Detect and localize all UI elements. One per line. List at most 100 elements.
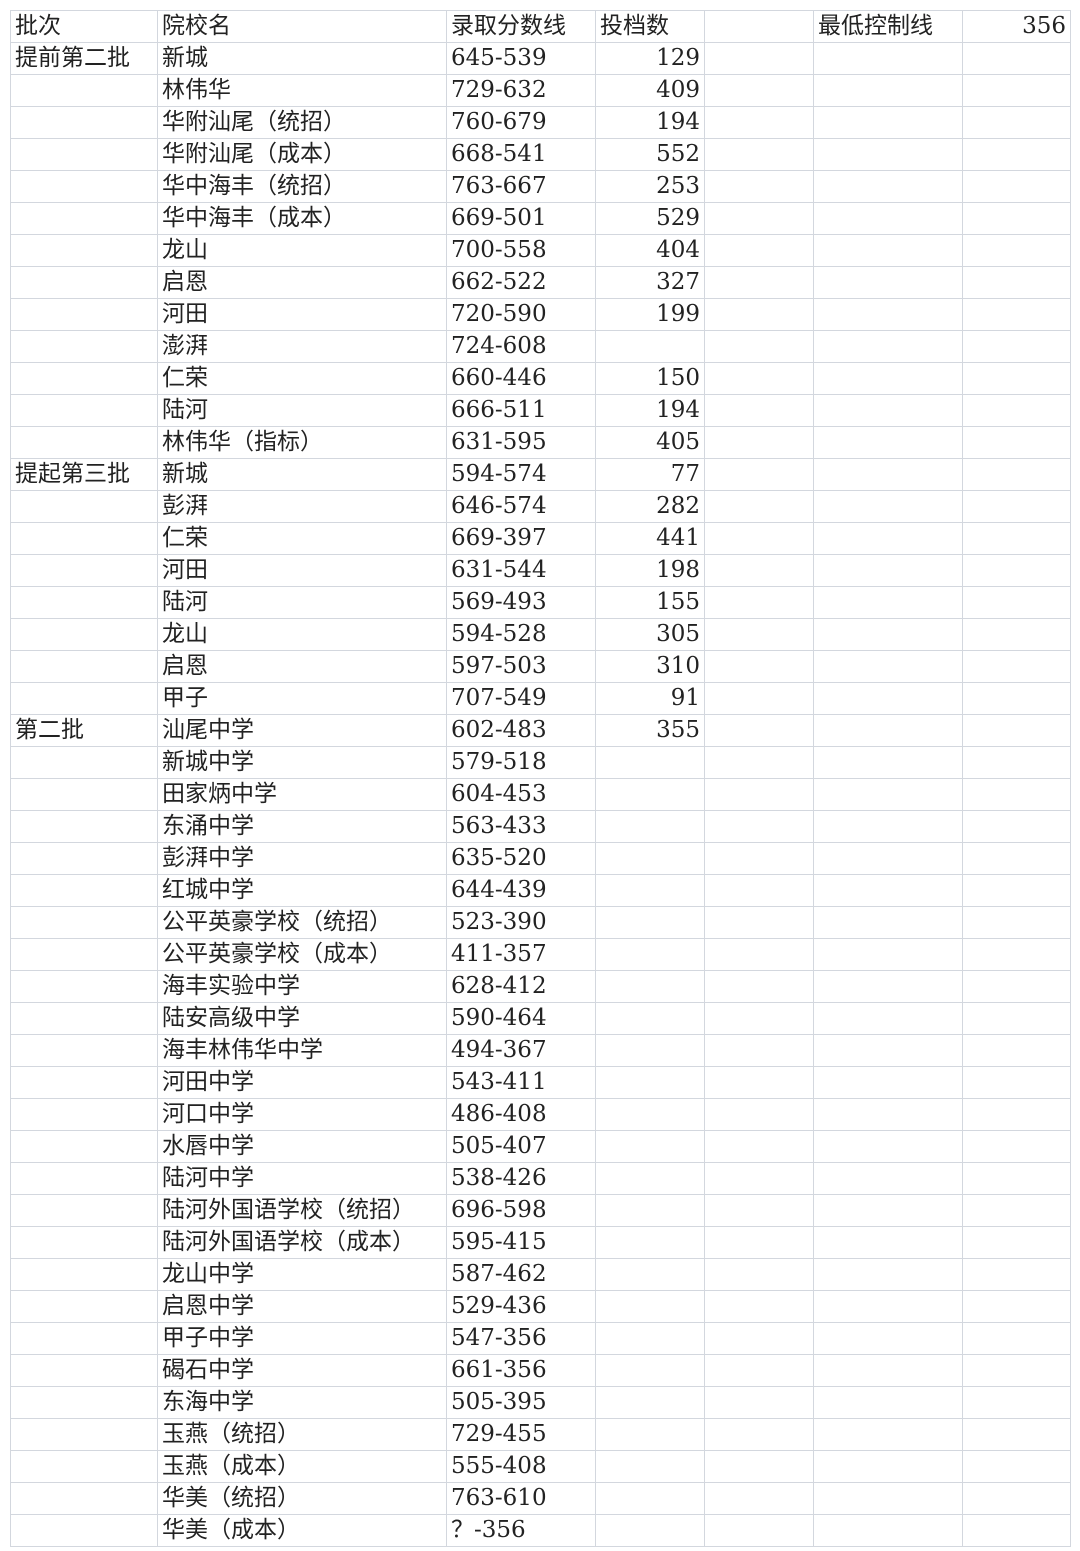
empty-cell[interactable] <box>962 842 1071 875</box>
batch-cell[interactable] <box>10 202 158 235</box>
school-cell[interactable]: 玉燕（统招） <box>157 1418 447 1451</box>
batch-cell[interactable] <box>10 170 158 203</box>
empty-cell[interactable] <box>813 1354 963 1387</box>
empty-cell[interactable] <box>813 842 963 875</box>
empty-cell[interactable] <box>962 106 1071 139</box>
score-cell[interactable]: 494-367 <box>446 1034 596 1067</box>
empty-cell[interactable] <box>813 586 963 619</box>
batch-cell[interactable] <box>10 746 158 779</box>
header-school[interactable]: 院校名 <box>157 10 447 43</box>
school-cell[interactable]: 彭湃中学 <box>157 842 447 875</box>
empty-cell[interactable] <box>813 874 963 907</box>
empty-cell[interactable] <box>704 170 814 203</box>
count-cell[interactable]: 91 <box>595 682 705 715</box>
empty-cell[interactable] <box>704 1514 814 1547</box>
batch-cell[interactable] <box>10 842 158 875</box>
school-cell[interactable]: 红城中学 <box>157 874 447 907</box>
empty-cell[interactable] <box>704 298 814 331</box>
empty-cell[interactable] <box>813 1034 963 1067</box>
empty-cell[interactable] <box>813 1514 963 1547</box>
school-cell[interactable]: 华美（统招） <box>157 1482 447 1515</box>
empty-cell[interactable] <box>704 650 814 683</box>
score-cell[interactable]: 486-408 <box>446 1098 596 1131</box>
empty-cell[interactable] <box>813 74 963 107</box>
empty-cell[interactable] <box>813 1386 963 1419</box>
batch-cell[interactable] <box>10 106 158 139</box>
empty-cell[interactable] <box>962 554 1071 587</box>
empty-cell[interactable] <box>962 1450 1071 1483</box>
empty-cell[interactable] <box>813 906 963 939</box>
school-cell[interactable]: 陆河 <box>157 394 447 427</box>
empty-cell[interactable] <box>704 1290 814 1323</box>
batch-cell[interactable] <box>10 554 158 587</box>
empty-cell[interactable] <box>813 1290 963 1323</box>
batch-cell[interactable] <box>10 1354 158 1387</box>
empty-cell[interactable] <box>962 42 1071 75</box>
empty-cell[interactable] <box>962 778 1071 811</box>
score-cell[interactable]: 597-503 <box>446 650 596 683</box>
school-cell[interactable]: 仁荣 <box>157 362 447 395</box>
score-cell[interactable]: 579-518 <box>446 746 596 779</box>
empty-cell[interactable] <box>962 522 1071 555</box>
score-cell[interactable]: 696-598 <box>446 1194 596 1227</box>
score-cell[interactable]: 523-390 <box>446 906 596 939</box>
school-cell[interactable]: 玉燕（成本） <box>157 1450 447 1483</box>
empty-cell[interactable] <box>813 1322 963 1355</box>
school-cell[interactable]: 澎湃 <box>157 330 447 363</box>
empty-cell[interactable] <box>813 298 963 331</box>
empty-cell[interactable] <box>962 1162 1071 1195</box>
score-cell[interactable]: 631-544 <box>446 554 596 587</box>
empty-cell[interactable] <box>704 1194 814 1227</box>
batch-cell[interactable] <box>10 1226 158 1259</box>
school-cell[interactable]: 林伟华 <box>157 74 447 107</box>
batch-cell[interactable] <box>10 874 158 907</box>
batch-cell[interactable] <box>10 362 158 395</box>
batch-cell[interactable] <box>10 1322 158 1355</box>
score-cell[interactable]: 720-590 <box>446 298 596 331</box>
empty-cell[interactable] <box>704 202 814 235</box>
empty-cell[interactable] <box>813 1098 963 1131</box>
school-cell[interactable]: 华中海丰（成本） <box>157 202 447 235</box>
empty-cell[interactable] <box>813 1162 963 1195</box>
score-cell[interactable]: 563-433 <box>446 810 596 843</box>
empty-cell[interactable] <box>704 1034 814 1067</box>
empty-cell[interactable] <box>704 906 814 939</box>
empty-cell[interactable] <box>813 42 963 75</box>
empty-cell[interactable] <box>962 746 1071 779</box>
empty-cell[interactable] <box>704 586 814 619</box>
batch-cell[interactable] <box>10 1482 158 1515</box>
empty-cell[interactable] <box>962 170 1071 203</box>
empty-cell[interactable] <box>813 810 963 843</box>
empty-cell[interactable] <box>813 394 963 427</box>
batch-cell[interactable] <box>10 1450 158 1483</box>
header-batch[interactable]: 批次 <box>10 10 158 43</box>
empty-cell[interactable] <box>704 778 814 811</box>
school-cell[interactable]: 陆安高级中学 <box>157 1002 447 1035</box>
empty-cell[interactable] <box>962 330 1071 363</box>
empty-cell[interactable] <box>704 1130 814 1163</box>
empty-cell[interactable] <box>962 1066 1071 1099</box>
count-cell[interactable] <box>595 1354 705 1387</box>
batch-cell[interactable] <box>10 1514 158 1547</box>
count-cell[interactable] <box>595 842 705 875</box>
empty-cell[interactable] <box>813 1258 963 1291</box>
header-score[interactable]: 录取分数线 <box>446 10 596 43</box>
empty-cell[interactable] <box>962 682 1071 715</box>
empty-cell[interactable] <box>704 1322 814 1355</box>
school-cell[interactable]: 东海中学 <box>157 1386 447 1419</box>
count-cell[interactable] <box>595 1418 705 1451</box>
empty-cell[interactable] <box>962 970 1071 1003</box>
school-cell[interactable]: 龙山 <box>157 234 447 267</box>
count-cell[interactable] <box>595 1130 705 1163</box>
count-cell[interactable] <box>595 1258 705 1291</box>
count-cell[interactable] <box>595 778 705 811</box>
school-cell[interactable]: 海丰林伟华中学 <box>157 1034 447 1067</box>
score-cell[interactable]: 661-356 <box>446 1354 596 1387</box>
count-cell[interactable]: 552 <box>595 138 705 171</box>
count-cell[interactable] <box>595 1386 705 1419</box>
empty-cell[interactable] <box>704 1098 814 1131</box>
empty-cell[interactable] <box>813 778 963 811</box>
empty-cell[interactable] <box>813 746 963 779</box>
score-cell[interactable]: 547-356 <box>446 1322 596 1355</box>
empty-cell[interactable] <box>704 874 814 907</box>
